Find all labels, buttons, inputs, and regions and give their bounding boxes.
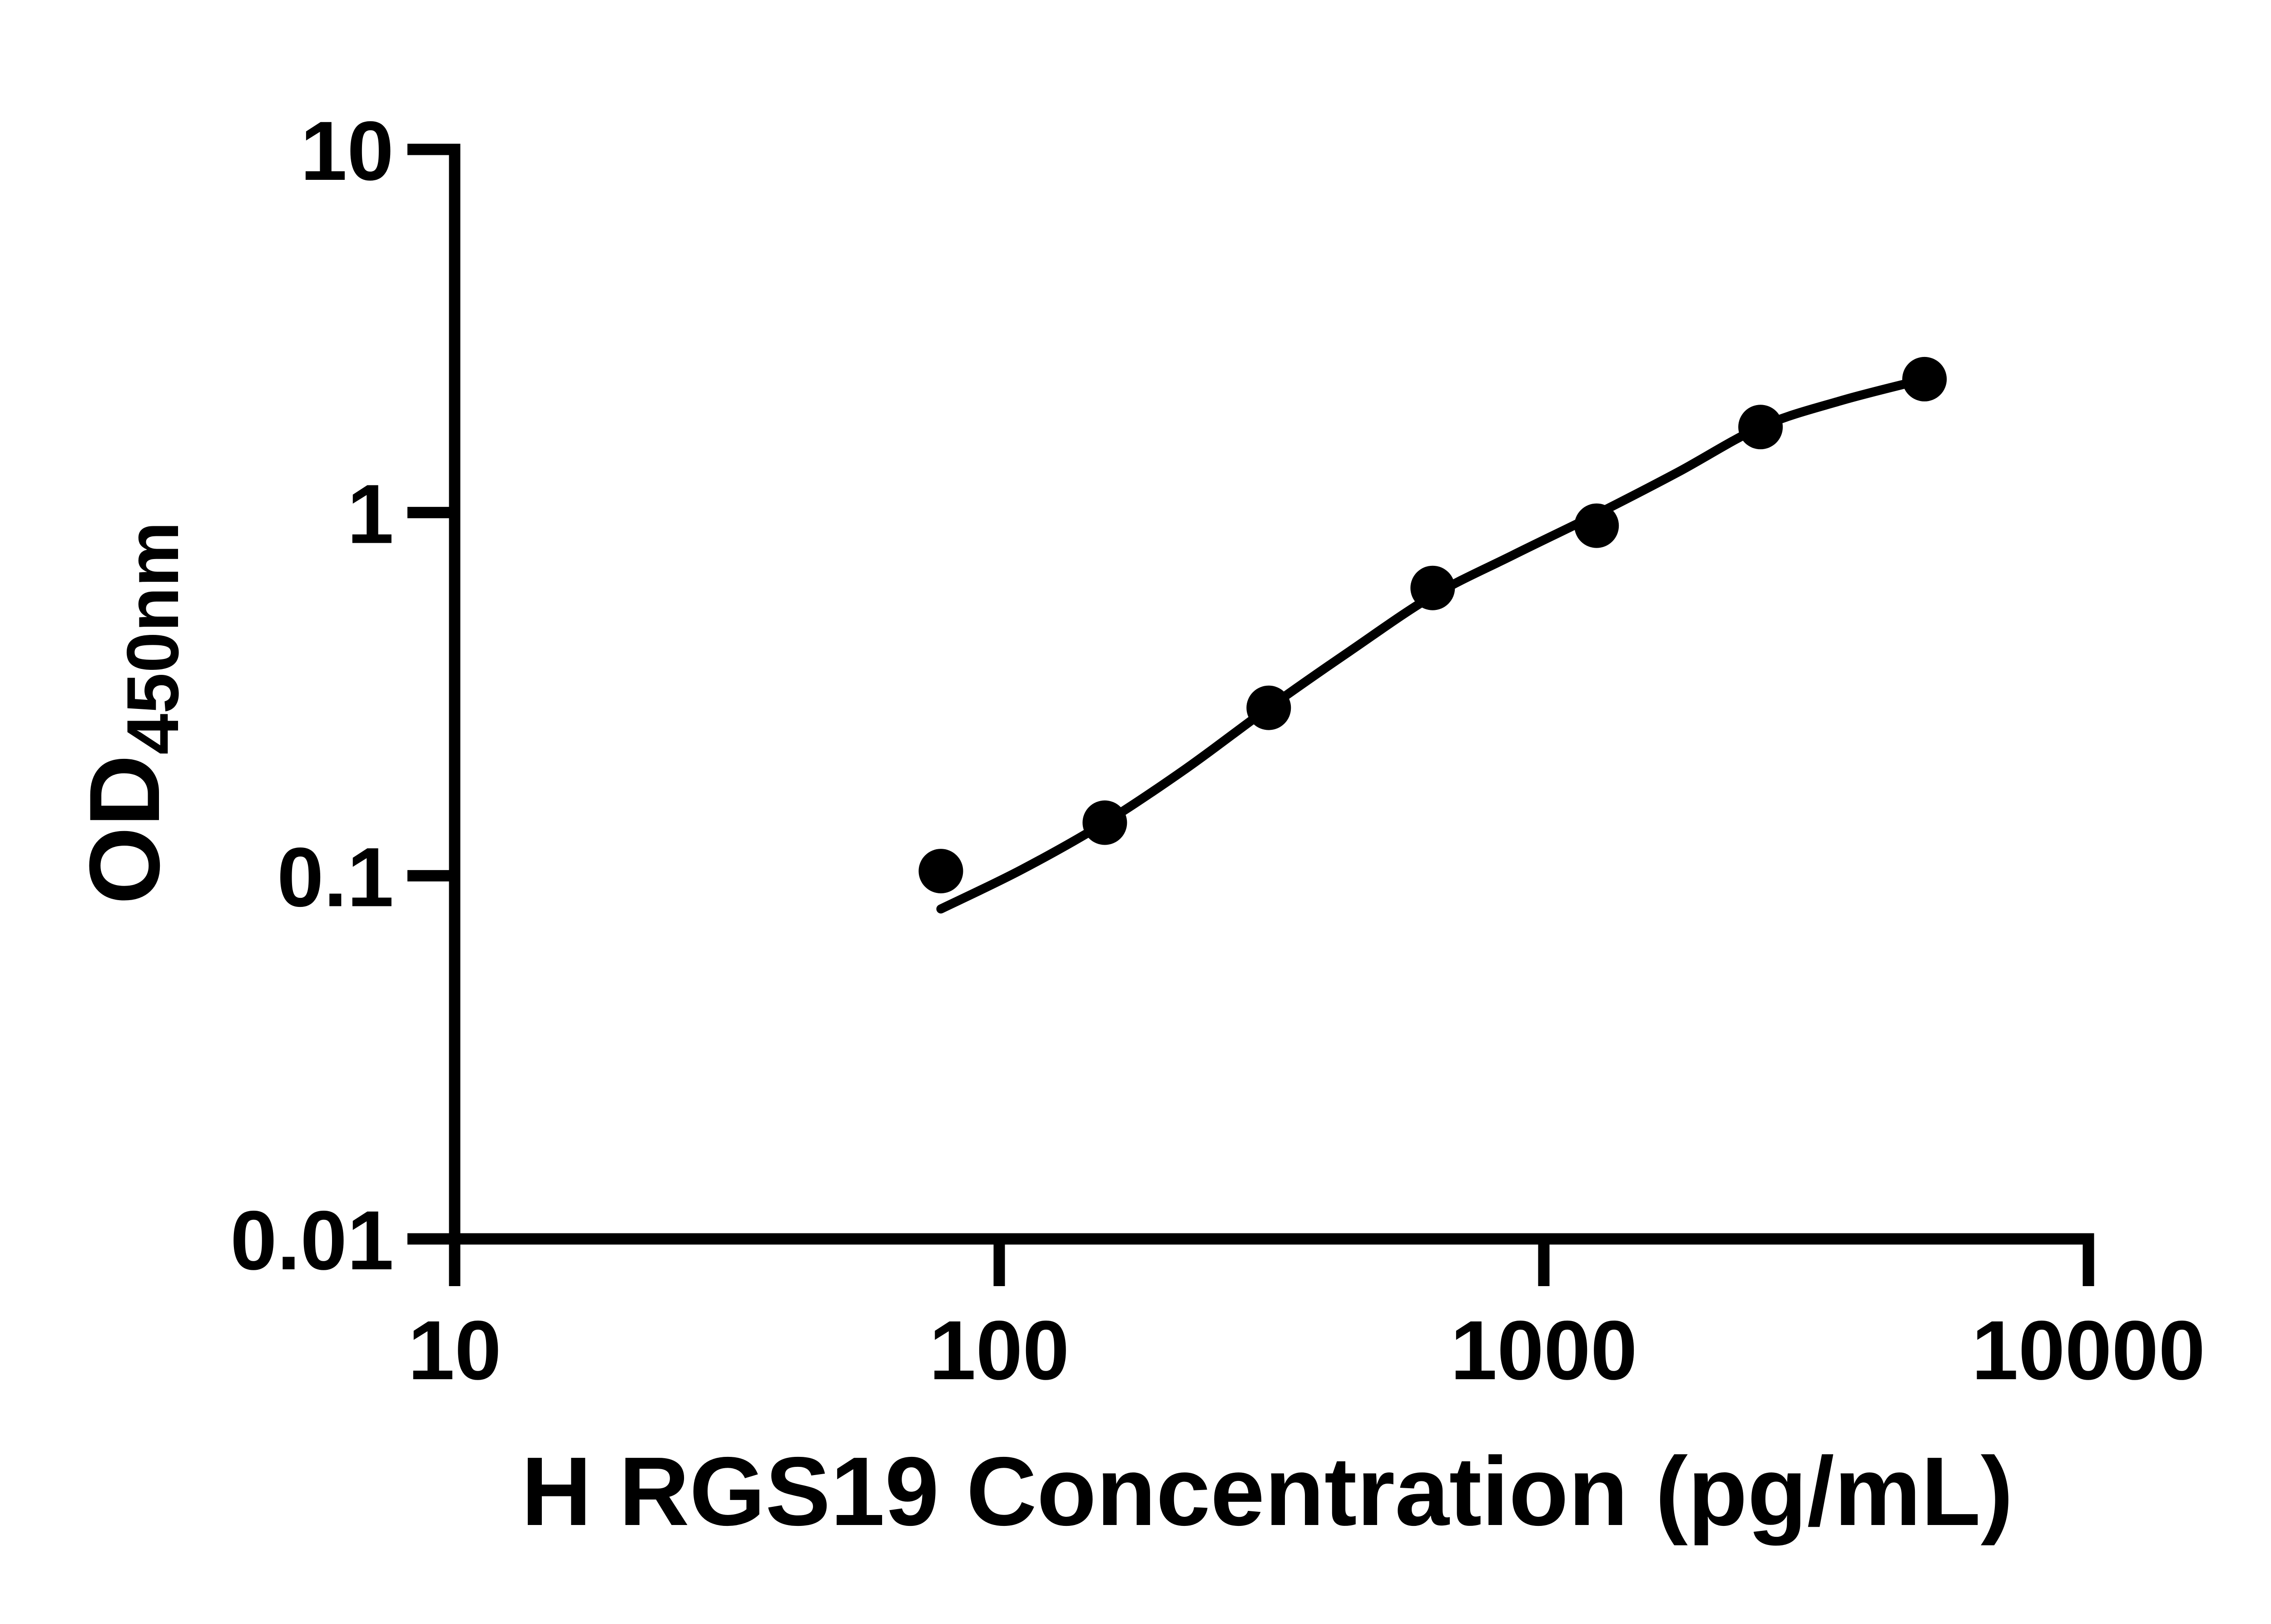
- data-point-2: [1082, 800, 1127, 845]
- x-tick-label-1000: 1000: [1450, 1304, 1637, 1397]
- data-point-3: [1246, 685, 1291, 730]
- y-axis-title-main: OD: [69, 755, 180, 905]
- x-tick-label-100: 100: [929, 1304, 1070, 1397]
- data-point-5: [1574, 503, 1619, 548]
- y-axis-title: OD450nm: [69, 521, 194, 904]
- data-point-6: [1738, 405, 1783, 450]
- y-tick-label-10: 10: [300, 104, 394, 198]
- y-axis-title-subscript: 450nm: [112, 521, 194, 754]
- x-axis-title: H RGS19 Concentration (pg/mL): [521, 1436, 2013, 1546]
- x-tick-label-10000: 10000: [1972, 1304, 2205, 1397]
- data-point-4: [1410, 565, 1455, 610]
- data-series: [918, 356, 1947, 914]
- y-tick-label-0.1: 0.1: [277, 831, 394, 924]
- data-point-7: [1902, 356, 1947, 401]
- data-point-1: [918, 849, 963, 894]
- y-tick-label-0.01: 0.01: [230, 1194, 394, 1287]
- y-tick-label-1: 1: [347, 468, 394, 561]
- x-tick-label-10: 10: [408, 1304, 501, 1397]
